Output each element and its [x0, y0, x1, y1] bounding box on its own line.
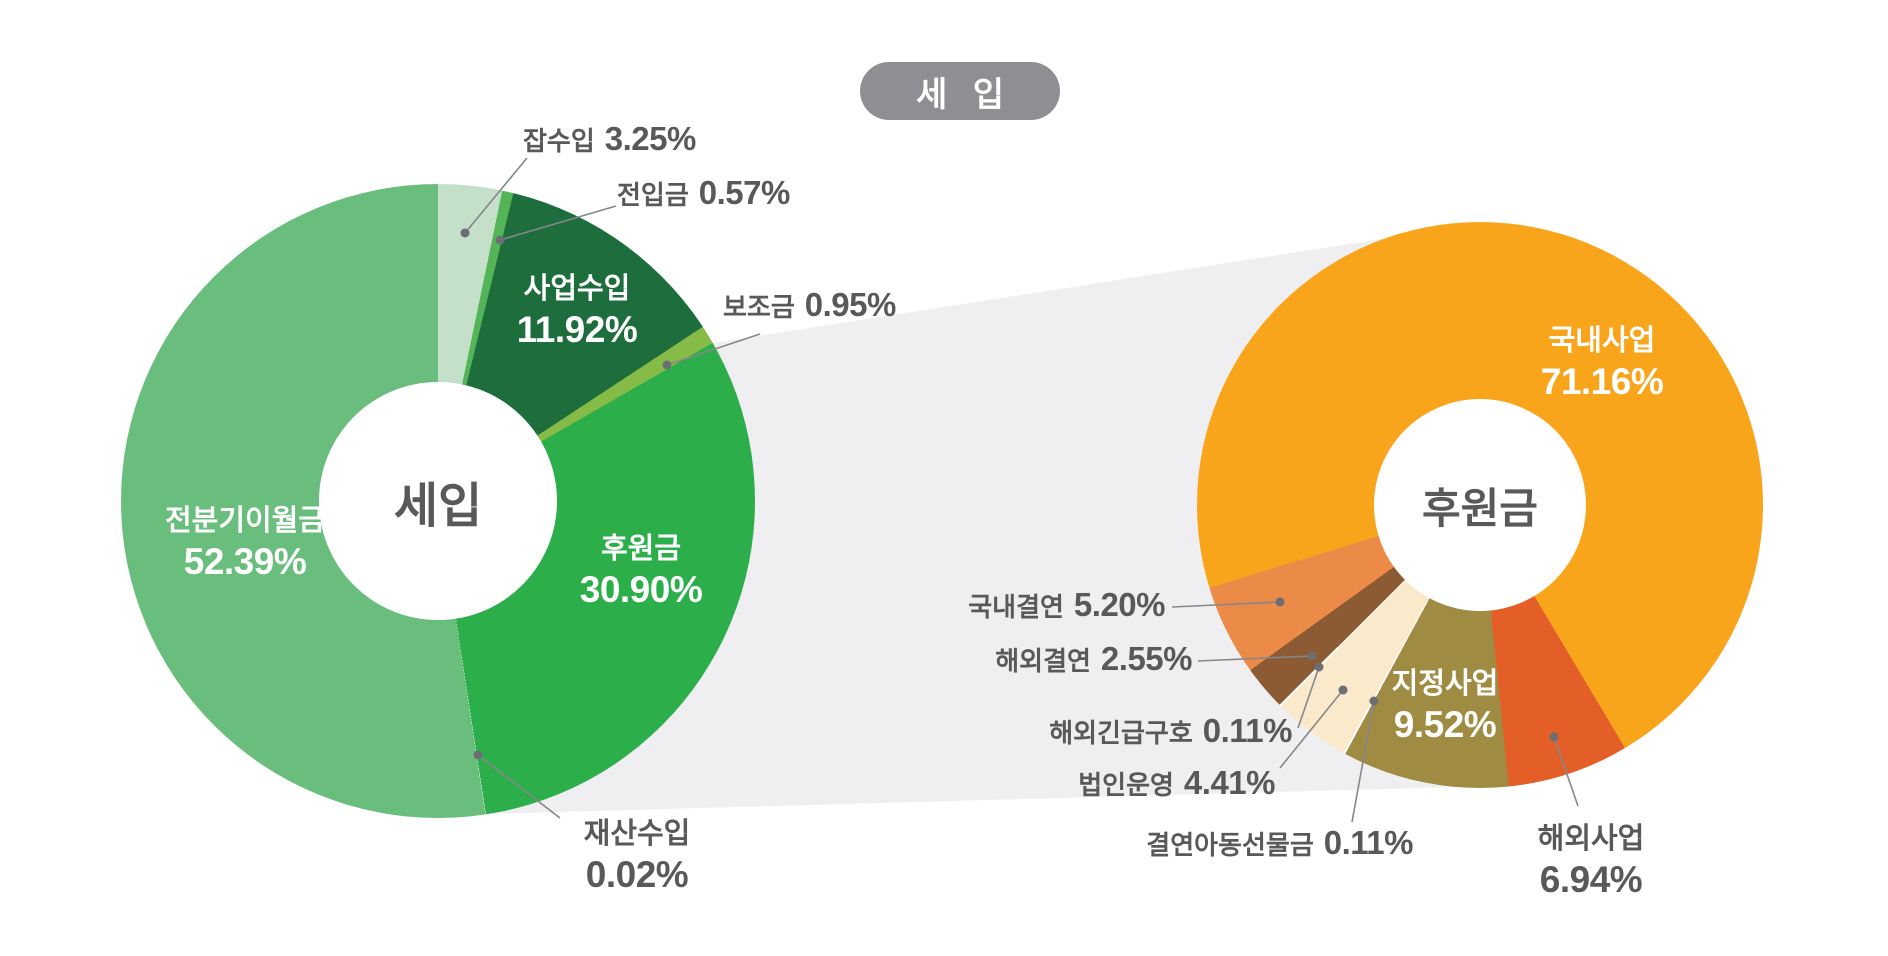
label-haeoe-gyeolyeon-pct: 2.55%: [1100, 640, 1193, 677]
label-gyeolyeon-adong-name: 결연아동선물금: [1146, 830, 1314, 860]
label-bojogeum-name: 보조금: [723, 292, 795, 322]
leader-guknae-gyeolyeon: [1171, 597, 1285, 608]
leader-jeonipgeum: [495, 205, 617, 245]
label-jijeong: 지정사업 9.52%: [1392, 667, 1499, 748]
donut-left-center-label: 세입: [393, 480, 483, 533]
label-haeoe-gingeup-name: 해외긴급구호: [1049, 718, 1193, 748]
title-badge: 세 입: [860, 62, 1060, 120]
leader-haeoe-gingeup: [1297, 662, 1324, 729]
leader-japsuip: [460, 157, 528, 238]
label-haeoe-gyeolyeon: 해외결연 2.55%: [995, 640, 1192, 678]
label-jeonipgeum: 전입금 0.57%: [617, 174, 790, 212]
label-huwongeum-name: 후원금: [600, 532, 682, 565]
label-jaesansuip-name: 재산수입: [583, 817, 691, 850]
label-japsuip-pct: 3.25%: [604, 120, 697, 157]
label-haeoe-gingeup: 해외긴급구호 0.11%: [1049, 712, 1292, 750]
label-saeopsuip-pct: 11.92%: [516, 309, 638, 351]
label-guknae-gyeolyeon: 국내결연 5.20%: [968, 586, 1165, 624]
label-japsuip-name: 잡수입: [523, 126, 595, 156]
label-jeonbungi-name: 전분기이월금: [164, 504, 326, 537]
label-haeoe-gyeolyeon-name: 해외결연: [995, 646, 1091, 676]
label-haeoe-gingeup-pct: 0.11%: [1202, 712, 1293, 749]
leader-haeoe-gyeolyeon: [1197, 651, 1317, 662]
label-jeonipgeum-pct: 0.57%: [698, 174, 791, 211]
label-jeonbungi-pct: 52.39%: [183, 541, 307, 583]
label-huwongeum: 후원금 30.90%: [580, 532, 703, 613]
label-japsuip: 잡수입 3.25%: [523, 120, 696, 158]
label-guknae-saeop: 국내사업 71.16%: [1541, 324, 1664, 405]
label-guknae-saeop-name: 국내사업: [1548, 324, 1656, 357]
leader-jaesansuip: [473, 750, 561, 819]
label-guknae-gyeolyeon-pct: 5.20%: [1073, 586, 1166, 623]
label-bojogeum: 보조금 0.95%: [723, 286, 896, 324]
label-jeonbungi: 전분기이월금 52.39%: [165, 504, 325, 585]
label-haeoe-saeop: 해외사업 6.94%: [1538, 822, 1645, 903]
leader-beobin: [1279, 685, 1348, 769]
label-beobin-pct: 4.41%: [1183, 764, 1276, 801]
donut-right-center: 후원금: [1374, 399, 1586, 611]
label-jijeong-name: 지정사업: [1391, 667, 1499, 700]
label-gyeolyeon-adong-pct: 0.11%: [1323, 824, 1414, 861]
donut-left-center: 세입: [319, 382, 557, 620]
label-haeoe-saeop-pct: 6.94%: [1539, 859, 1643, 901]
leader-bojogeum: [662, 333, 761, 370]
label-jaesansuip: 재산수입 0.02%: [584, 817, 691, 898]
label-gyeolyeon-adong: 결연아동선물금 0.11%: [1146, 824, 1413, 862]
label-saeopsuip: 사업수입 11.92%: [516, 272, 638, 353]
leader-gyeolyeon-adong: [1351, 696, 1379, 823]
label-guknae-saeop-pct: 71.16%: [1540, 361, 1664, 403]
label-beobin-name: 법인운영: [1078, 770, 1174, 800]
label-jeonipgeum-name: 전입금: [617, 180, 689, 210]
leader-haeoe-saeop: [1549, 732, 1579, 807]
donut-right-center-label: 후원금: [1422, 484, 1538, 532]
label-bojogeum-pct: 0.95%: [804, 286, 897, 323]
label-saeopsuip-name: 사업수입: [523, 272, 631, 305]
label-jaesansuip-pct: 0.02%: [585, 854, 689, 896]
label-jijeong-pct: 9.52%: [1393, 704, 1497, 746]
label-beobin: 법인운영 4.41%: [1078, 764, 1275, 802]
label-guknae-gyeolyeon-name: 국내결연: [968, 592, 1064, 622]
label-huwongeum-pct: 30.90%: [579, 569, 703, 611]
label-haeoe-saeop-name: 해외사업: [1537, 822, 1645, 855]
